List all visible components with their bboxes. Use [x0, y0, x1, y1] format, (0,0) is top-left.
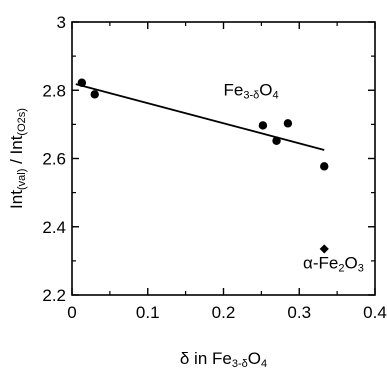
y-axis-label-main: Int	[7, 190, 26, 209]
x-tick-label: 0	[67, 303, 76, 322]
y-tick-label: 2.2	[42, 286, 66, 305]
plot-frame	[71, 21, 376, 296]
data-point-circle	[283, 119, 293, 128]
data-point-circle	[320, 162, 329, 171]
x-tick-label: 0.1	[136, 303, 160, 322]
x-tick-label: 0.4	[363, 303, 387, 322]
data-point-circle	[77, 78, 87, 87]
y-axis-label-sub-2: (O2s)	[16, 108, 28, 136]
annotation-fe2o3-main-2: O	[344, 253, 357, 272]
annotation-fe2o3-main: α-Fe	[303, 253, 338, 272]
y-axis-label-main-2: / Int	[7, 135, 26, 168]
y-tick-label: 2.4	[42, 218, 66, 237]
x-tick-label: 0.2	[212, 303, 236, 322]
data-markers	[77, 78, 329, 254]
y-tick-label: 2.8	[42, 81, 66, 100]
annotation-fe3o4: Fe3-δO4	[224, 80, 279, 101]
annotation-fe2o3: α-Fe2O3	[303, 253, 364, 274]
x-axis-label: δ in Fe3-δO4	[180, 349, 267, 370]
y-tick-label: 3	[57, 13, 66, 32]
annotation-fe3o4-sub: 3-δ	[243, 89, 259, 101]
x-axis-label-sub: 3-δ	[232, 358, 248, 370]
annotation-fe3o4-main: Fe	[224, 80, 244, 99]
annotation-fe2o3-sub-2: 3	[358, 262, 364, 274]
x-axis-label-main-2: O	[248, 349, 261, 368]
axis-tick-labels: 0 0.1 0.2 0.3 0.4 2.2 2.4 2.6 2.8 3	[42, 13, 386, 322]
annotation-fe2o3-sub: 2	[338, 262, 344, 274]
y-tick-label: 2.6	[42, 150, 66, 169]
annotation-fe3o4-main-2: O	[259, 80, 272, 99]
x-axis-label-main: δ in Fe	[180, 349, 232, 368]
data-point-circle	[258, 121, 268, 130]
fit-line	[75, 83, 325, 151]
y-axis-label-sub: (val)	[16, 169, 28, 190]
y-axis-label: Int(val) / Int(O2s)	[7, 108, 28, 209]
data-point-diamond	[319, 244, 329, 254]
data-point-circle	[272, 136, 281, 145]
x-tick-label: 0.3	[287, 303, 311, 322]
annotation-fe3o4-sub-2: 4	[272, 89, 278, 101]
x-axis-label-sub-2: 4	[261, 358, 267, 370]
data-point-circle	[90, 90, 99, 99]
